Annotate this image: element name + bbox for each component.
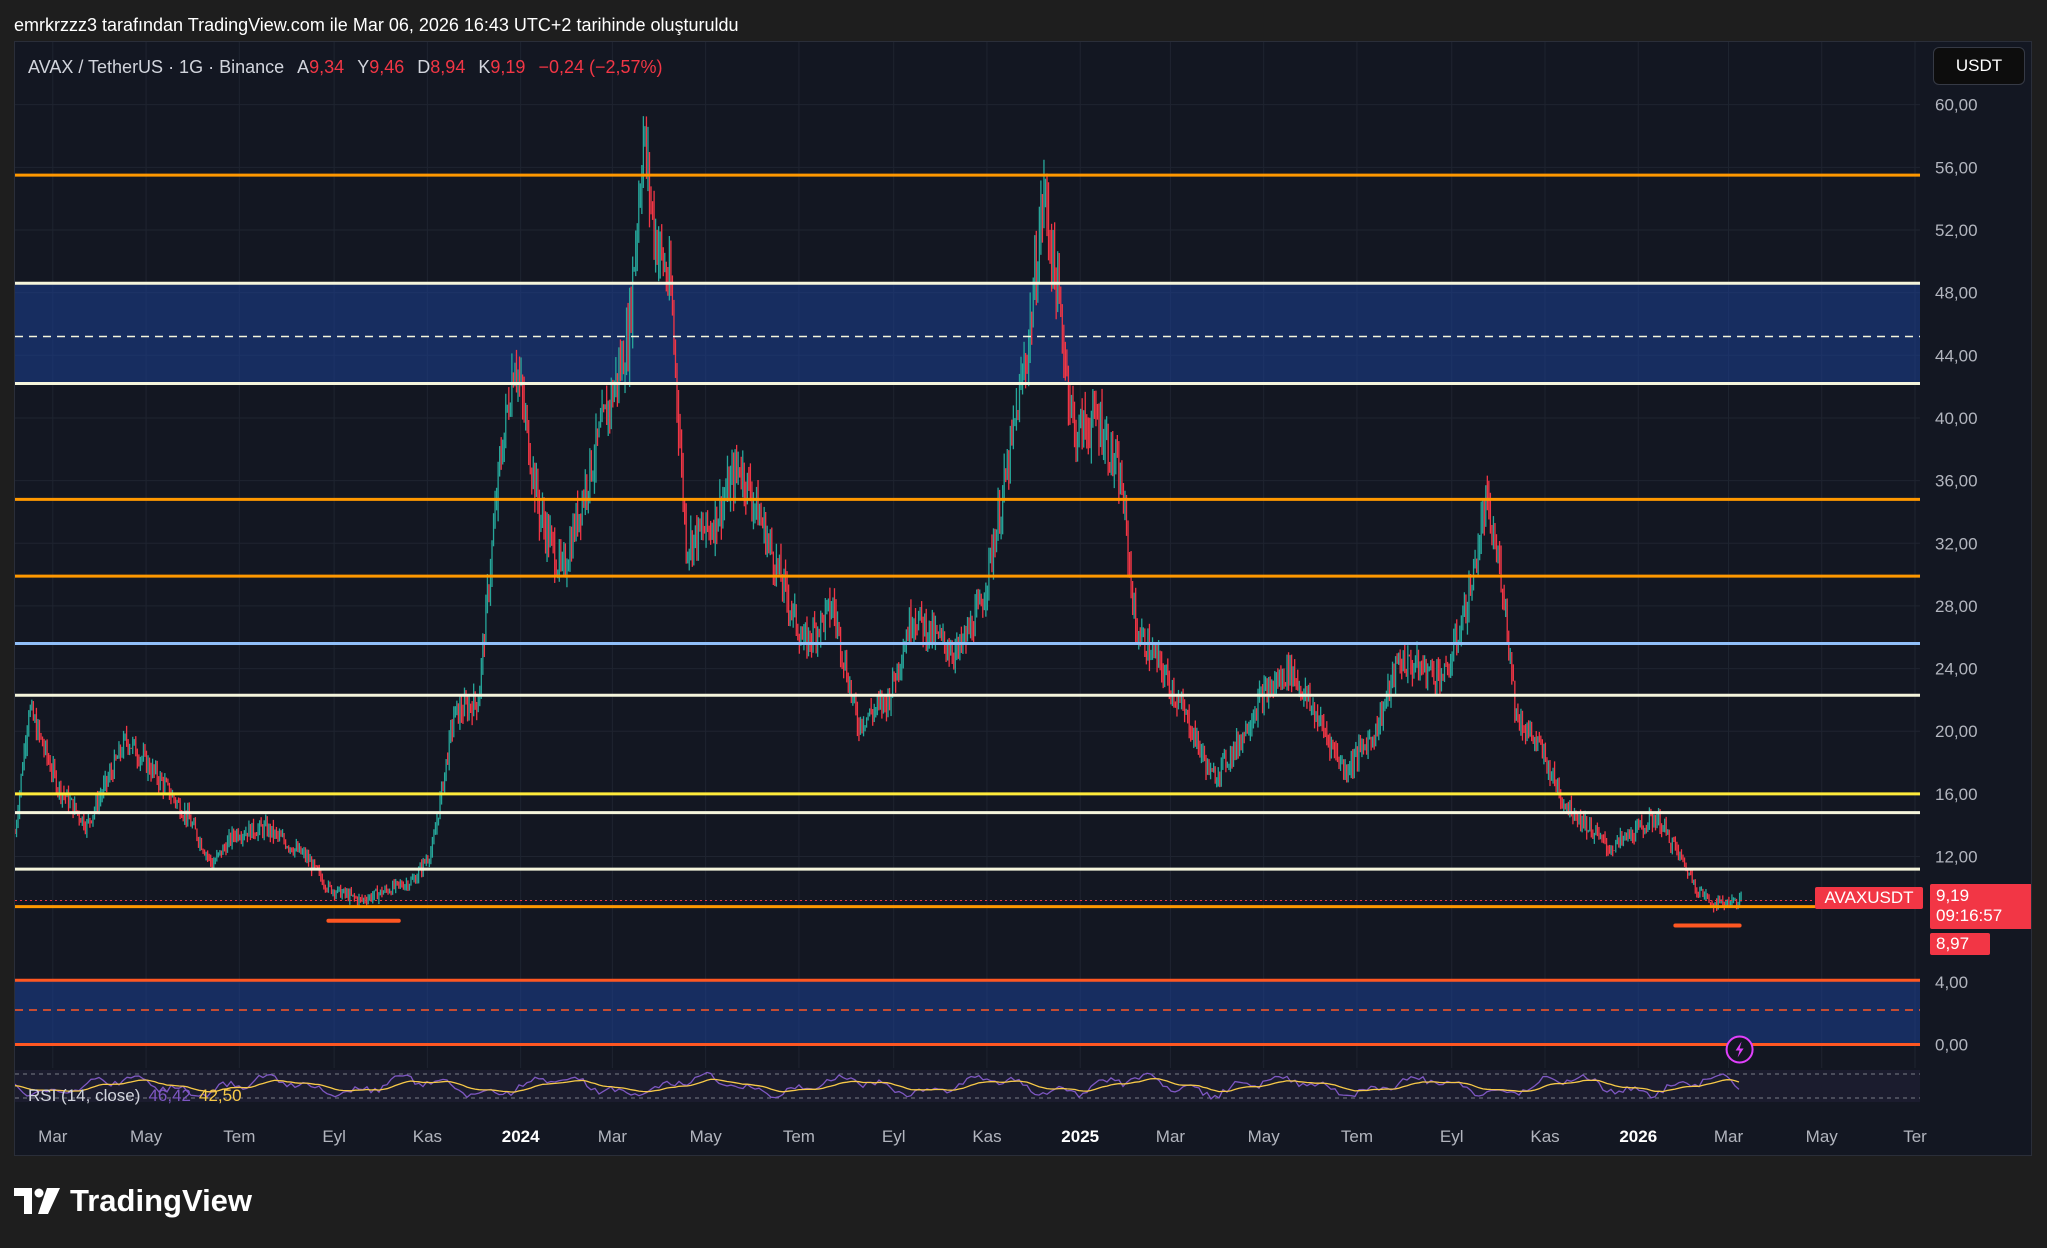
low-label: D bbox=[417, 57, 431, 77]
y-tick-label: 16,00 bbox=[1935, 785, 1978, 804]
x-tick-label: Mar bbox=[1714, 1127, 1744, 1146]
x-tick-label: Tem bbox=[783, 1127, 815, 1146]
chart-panel[interactable]: 60,00 56,00 52,00 48,00 44,00 40,00 36,00 32,00… bbox=[14, 41, 2032, 1156]
rsi-ma-line bbox=[15, 1077, 1740, 1093]
last-price-tag: 9,19 09:16:57 bbox=[1930, 884, 2031, 929]
x-tick-label: Eyl bbox=[882, 1127, 906, 1146]
x-tick-label: May bbox=[690, 1127, 723, 1146]
x-tick-label: Mar bbox=[598, 1127, 628, 1146]
y-tick-label: 12,00 bbox=[1935, 848, 1978, 867]
countdown: 09:16:57 bbox=[1936, 906, 2003, 925]
x-tick-label: 2024 bbox=[502, 1127, 540, 1146]
brand[interactable]: TradingView bbox=[14, 1183, 252, 1219]
high-value: 9,46 bbox=[369, 57, 405, 77]
lightning-icon bbox=[1735, 1041, 1744, 1058]
x-tick-label: Mar bbox=[38, 1127, 68, 1146]
y-tick-label: 28,00 bbox=[1935, 597, 1978, 616]
x-tick-label: Mar bbox=[1156, 1127, 1186, 1146]
y-tick-label: 4,00 bbox=[1935, 973, 1968, 992]
price-zone bbox=[15, 283, 1920, 384]
y-tick-label: 32,00 bbox=[1935, 534, 1978, 553]
open-value: 9,34 bbox=[309, 57, 345, 77]
y-tick-label: 0,00 bbox=[1935, 1036, 1968, 1055]
rsi-value: 46,42 bbox=[148, 1086, 191, 1105]
high-label: Y bbox=[357, 57, 370, 77]
close-value: 9,19 bbox=[490, 57, 526, 77]
x-tick-label: Eyl bbox=[322, 1127, 346, 1146]
x-tick-label: Ter bbox=[1903, 1127, 1927, 1146]
x-tick-label: May bbox=[1248, 1127, 1281, 1146]
x-tick-label: Tem bbox=[1341, 1127, 1373, 1146]
x-tick-label: Eyl bbox=[1440, 1127, 1464, 1146]
x-tick-label: May bbox=[1806, 1127, 1839, 1146]
x-tick-label: Kas bbox=[1530, 1127, 1559, 1146]
x-tick-label: Tem bbox=[223, 1127, 255, 1146]
low-marker-tag: 8,97 bbox=[1930, 933, 1990, 955]
rsi-ma-value: 42,50 bbox=[198, 1086, 242, 1105]
tradingview-logo-icon bbox=[14, 1188, 60, 1214]
x-tick-label: Kas bbox=[413, 1127, 442, 1146]
currency-button[interactable]: USDT bbox=[1933, 47, 2025, 85]
low-value: 8,94 bbox=[430, 57, 466, 77]
price-chart[interactable]: 60,00 56,00 52,00 48,00 44,00 40,00 36,00 32,00… bbox=[15, 42, 2032, 1156]
y-tick-label: 36,00 bbox=[1935, 472, 1978, 491]
symbol-tag: AVAXUSDT bbox=[1815, 887, 1923, 909]
price-zone bbox=[15, 980, 1920, 1045]
brand-name: TradingView bbox=[70, 1183, 253, 1218]
candles bbox=[15, 116, 1742, 913]
y-tick-label: 60,00 bbox=[1935, 96, 1978, 115]
last-price: 9,19 bbox=[1936, 886, 1970, 905]
change-value: −0,24 (−2,57%) bbox=[538, 57, 663, 77]
rsi-label: RSI (14, close) bbox=[28, 1086, 141, 1105]
close-label: K bbox=[478, 57, 491, 77]
x-tick-label: May bbox=[130, 1127, 163, 1146]
y-tick-label: 40,00 bbox=[1935, 409, 1978, 428]
y-tick-label: 44,00 bbox=[1935, 346, 1978, 365]
rsi-legend[interactable]: RSI (14, close) 46,42 42,50 bbox=[28, 1086, 242, 1106]
x-tick-label: 2026 bbox=[1619, 1127, 1657, 1146]
y-tick-label: 20,00 bbox=[1935, 722, 1978, 741]
open-label: A bbox=[297, 57, 310, 77]
x-tick-label: 2025 bbox=[1061, 1127, 1099, 1146]
y-tick-label: 52,00 bbox=[1935, 221, 1978, 240]
symbol-header: AVAX / TetherUS · 1G · Binance A9,34 Y9,… bbox=[28, 57, 663, 78]
x-tick-label: Kas bbox=[972, 1127, 1001, 1146]
chart-attribution: emrkrzzz3 tarafından TradingView.com ile… bbox=[14, 15, 739, 35]
y-tick-label: 24,00 bbox=[1935, 660, 1978, 679]
y-tick-label: 48,00 bbox=[1935, 284, 1978, 303]
y-tick-label: 56,00 bbox=[1935, 158, 1978, 177]
symbol-name[interactable]: AVAX / TetherUS · 1G · Binance bbox=[28, 57, 285, 77]
